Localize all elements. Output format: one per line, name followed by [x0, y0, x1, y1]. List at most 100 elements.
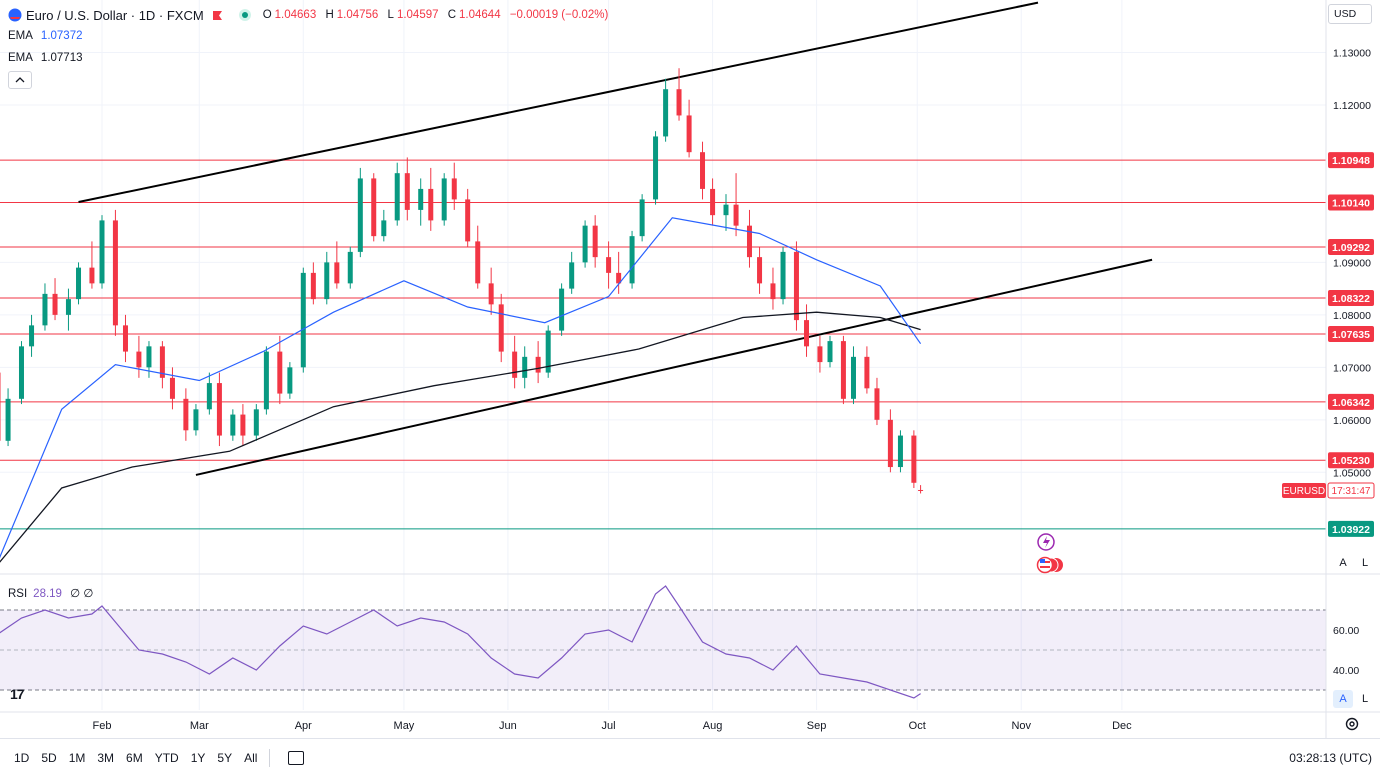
time-tick-jun: Jun	[499, 720, 517, 732]
currency-label: USD	[1334, 8, 1357, 20]
timeframe-5y[interactable]: 5Y	[217, 750, 233, 765]
candle-body-13	[146, 346, 152, 368]
candle-body-75	[874, 388, 880, 420]
event-markers[interactable]	[1036, 533, 1064, 574]
bottom-toolbar: 1D 5D 1M 3M 6M YTD 1Y 5Y All 03:28:13 (U…	[0, 738, 1380, 776]
candle-body-33	[381, 220, 387, 237]
toolbar-divider	[269, 748, 271, 767]
time-tick-may: May	[394, 720, 415, 732]
candle-body-34	[394, 173, 400, 221]
calendar-icon[interactable]	[288, 750, 305, 765]
candle-body-56	[653, 136, 659, 200]
tradingview-logo[interactable]: 17	[10, 686, 25, 702]
level-label-2: 1.09292	[1332, 242, 1370, 254]
time-tick-apr: Apr	[295, 720, 312, 732]
open-label: O	[262, 9, 272, 21]
price-labels: 1.10948 1.10140 1.09292 1.08322 1.07635 1.063…	[1282, 152, 1375, 537]
price-tick-5: 1.06000	[1333, 415, 1371, 427]
timeframe-1m[interactable]: 1M	[68, 750, 86, 765]
timeframe-5d[interactable]: 5D	[41, 750, 57, 765]
level-label-6: 1.05230	[1332, 455, 1370, 467]
candle-body-3	[29, 325, 35, 347]
open-value: 1.04663	[274, 9, 317, 21]
timeframe-1d[interactable]: 1D	[14, 750, 30, 765]
timeframe-3m[interactable]: 3M	[97, 750, 115, 765]
candle-body-71	[827, 341, 833, 363]
candle-body-40	[465, 199, 471, 242]
current-symbol-bg	[1282, 482, 1326, 498]
flag-canton	[1040, 559, 1045, 563]
candle-body-18	[206, 383, 212, 410]
trend-channel-line-0[interactable]	[78, 1, 1039, 204]
candle-body-43	[498, 304, 504, 352]
candle-body-30	[347, 251, 353, 284]
clock-readout[interactable]: 03:28:13 (UTC)	[1289, 750, 1372, 765]
ema-fast-line	[0, 217, 922, 559]
timeframe-ytd[interactable]: YTD	[154, 750, 179, 765]
candle-body-35	[404, 173, 410, 210]
candle-body-47	[545, 330, 551, 373]
countdown-bg	[1327, 482, 1375, 499]
candle-body-72	[840, 341, 846, 399]
level-label-3: 1.08322	[1332, 293, 1370, 305]
candle-body-63	[733, 204, 739, 226]
rsi-label: RSI	[8, 588, 28, 600]
candle-body-77	[897, 435, 903, 468]
candle-body-19	[216, 383, 222, 436]
price-tick-1: 1.12000	[1333, 100, 1371, 112]
price-tick-4: 1.07000	[1333, 362, 1371, 374]
candle-body-5	[52, 293, 58, 315]
candle-body-64	[746, 225, 752, 258]
time-tick-feb: Feb	[93, 720, 112, 732]
candle-body-10	[112, 220, 118, 326]
candle-body-69	[804, 320, 810, 347]
auto-scale-button[interactable]: A	[1339, 557, 1347, 569]
ema-lines	[0, 217, 922, 563]
price-tick-0: 1.13000	[1333, 47, 1371, 59]
current-symbol-label: EURUSD	[1283, 486, 1325, 497]
rsi-auto-scale-button[interactable]: A	[1333, 690, 1353, 708]
timeframe-all[interactable]: All	[244, 750, 258, 765]
chart-header: Euro / U.S. Dollar · 1D · FXCM O 1.04663 …	[8, 6, 614, 24]
chevron-up-icon	[15, 77, 25, 83]
timeframe-1y[interactable]: 1Y	[190, 750, 206, 765]
flag-marker-icon[interactable]	[212, 10, 223, 21]
candle-body-46	[535, 356, 541, 373]
candle-body-50	[582, 225, 588, 263]
grid	[0, 0, 1326, 710]
candle-body-42	[488, 283, 494, 305]
candle-body-4	[42, 293, 48, 326]
market-status-icon[interactable]	[238, 9, 251, 21]
candle-body-61	[710, 188, 716, 216]
high-label: H	[325, 9, 334, 21]
currency-selector[interactable]: USD	[1328, 4, 1372, 24]
candle-body-57	[663, 89, 669, 137]
candle-body-37	[428, 188, 434, 221]
candle-body-15	[169, 377, 175, 399]
trend-channel-line-1[interactable]	[195, 258, 1153, 476]
candle-body-16	[183, 398, 189, 431]
settings-gear-icon[interactable]	[1344, 716, 1360, 732]
candle-body-60	[700, 152, 706, 189]
ema-fast-legend[interactable]: EMA 1.07372	[8, 30, 83, 42]
candle-body-2	[18, 346, 24, 399]
candle-body-9	[99, 220, 105, 284]
high-value: 1.04756	[336, 9, 379, 21]
close-value: 1.04644	[459, 9, 501, 21]
candle-body-55	[639, 199, 645, 237]
candle-body-12	[136, 351, 142, 368]
log-scale-button[interactable]: L	[1361, 557, 1369, 569]
rsi-legend[interactable]: RSI 28.19 ∅ ∅	[8, 586, 93, 600]
time-tick-jul: Jul	[602, 720, 616, 732]
candle-body-59	[686, 115, 692, 153]
timeframe-6m[interactable]: 6M	[126, 750, 143, 765]
candle-body-70	[817, 346, 823, 363]
symbol-title[interactable]: Euro / U.S. Dollar · 1D · FXCM	[26, 7, 204, 23]
rsi-log-scale-button[interactable]: L	[1361, 693, 1369, 705]
candle-body-1	[5, 398, 11, 441]
chart-canvas[interactable]: 1.13000 1.12000 1.09000 1.08000 1.07000 1.060…	[0, 0, 1380, 738]
ema-slow-legend[interactable]: EMA 1.07713	[8, 52, 83, 64]
collapse-legend-button[interactable]	[8, 71, 32, 89]
time-tick-oct: Oct	[909, 720, 926, 732]
ohlc-readout: O 1.04663 H 1.04756 L 1.04597 C 1.04644 −0.0…	[263, 9, 615, 21]
